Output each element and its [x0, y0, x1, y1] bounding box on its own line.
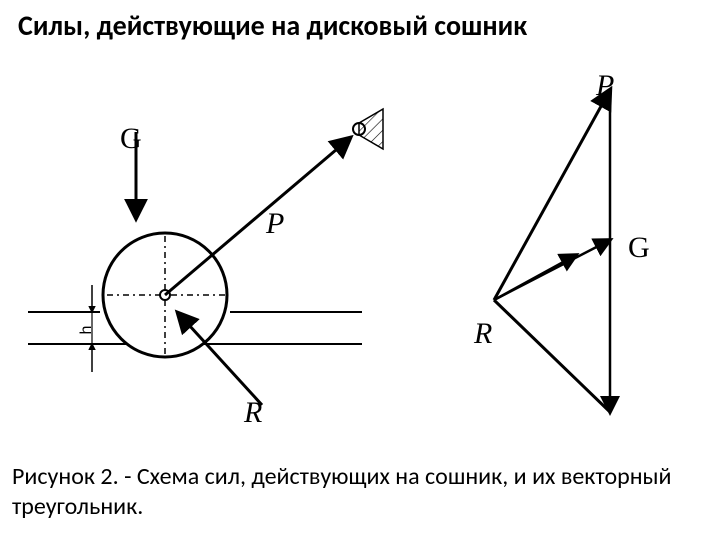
label-P-left: P — [265, 207, 284, 240]
forces-figure: h G P R P G R — [0, 60, 720, 450]
label-R-left: R — [243, 396, 262, 429]
label-G-left: G — [120, 122, 142, 155]
force-P-left — [165, 138, 350, 295]
force-R-left — [178, 313, 262, 405]
label-P-right: P — [595, 69, 614, 102]
page-title: Силы, действующие на дисковый сошник — [18, 8, 527, 43]
label-h: h — [78, 326, 95, 335]
vector-triangle: P G R — [473, 69, 650, 412]
label-R-right: R — [473, 317, 492, 350]
page: Силы, действующие на дисковый сошник — [0, 0, 720, 540]
hinge-support — [353, 109, 383, 149]
label-G-right: G — [628, 231, 650, 264]
vec-side-left-lower — [494, 300, 610, 412]
figure-caption: Рисунок 2. - Схема сил, действующих на с… — [12, 462, 708, 522]
left-diagram: h G P R — [28, 109, 383, 429]
